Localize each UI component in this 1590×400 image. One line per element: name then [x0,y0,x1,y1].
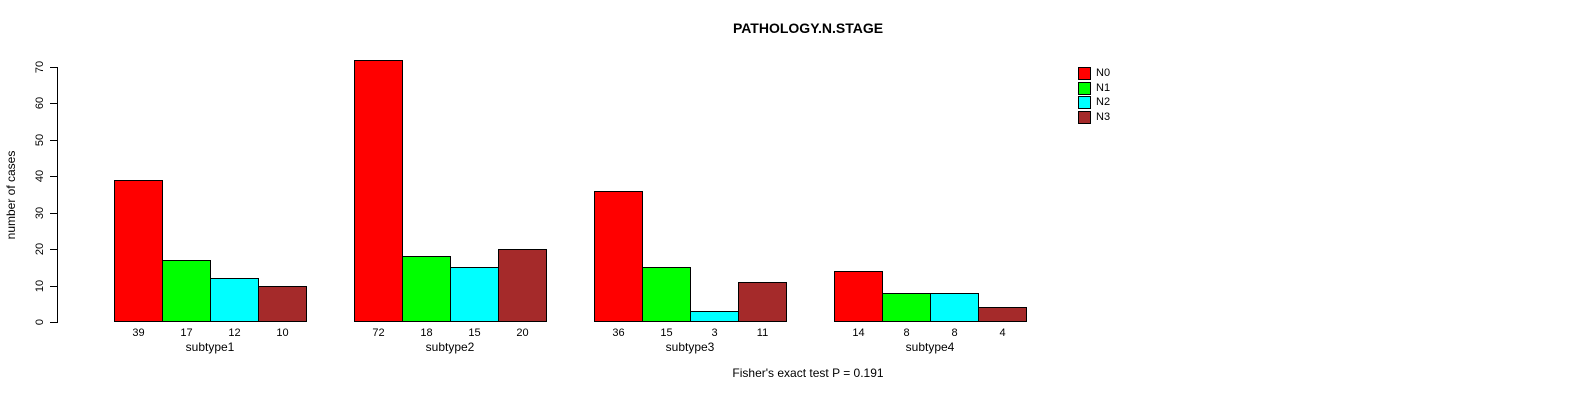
y-axis-label: number of cases [4,150,18,240]
y-tick-label: 0 [34,318,46,326]
category-label-subtype2: subtype2 [425,340,475,354]
bar-value-label: 10 [276,327,289,339]
legend-label-n3: N3 [1096,111,1111,123]
y-tick [50,249,57,250]
y-tick-label: 10 [34,279,46,293]
y-tick-label: 70 [34,60,46,74]
y-tick-label: 30 [34,206,46,220]
bar-value-label: 8 [951,327,958,339]
bar-n3-subtype2 [498,249,547,322]
bar-n0-subtype2 [354,60,403,322]
y-tick [50,176,57,177]
y-tick [50,213,57,214]
bar-value-label: 11 [756,327,769,339]
bar-n3-subtype1 [258,286,307,322]
legend-swatch-n1 [1078,82,1091,95]
bar-n2-subtype1 [210,278,259,322]
y-tick-label: 40 [34,169,46,183]
bar-value-label: 36 [612,327,625,339]
bar-n1-subtype1 [162,260,211,322]
bar-value-label: 8 [903,327,910,339]
bar-value-label: 14 [852,327,865,339]
bar-n1-subtype3 [642,267,691,322]
bar-value-label: 20 [516,327,529,339]
bar-n0-subtype1 [114,180,163,322]
legend-swatch-n0 [1078,67,1091,80]
legend-label-n2: N2 [1096,96,1111,108]
footnote: Fisher's exact test P = 0.191 [732,366,884,380]
bar-n0-subtype3 [594,191,643,322]
bar-value-label: 17 [180,327,193,339]
category-label-subtype4: subtype4 [905,340,955,354]
bar-value-label: 18 [420,327,433,339]
bar-value-label: 15 [660,327,673,339]
bar-n3-subtype3 [738,282,787,322]
legend-swatch-n2 [1078,96,1091,109]
y-tick [50,322,57,323]
category-label-subtype3: subtype3 [665,340,715,354]
bar-n2-subtype2 [450,267,499,322]
bar-n2-subtype4 [930,293,979,322]
chart-title: PATHOLOGY.N.STAGE [732,20,884,36]
y-tick [50,103,57,104]
y-tick [50,140,57,141]
y-tick [50,67,57,68]
bar-value-label: 4 [999,327,1006,339]
y-tick-label: 50 [34,133,46,147]
bar-n1-subtype4 [882,293,931,322]
bar-value-label: 39 [132,327,145,339]
bar-value-label: 12 [228,327,241,339]
bar-value-label: 3 [711,327,718,339]
y-tick-label: 20 [34,242,46,256]
bar-n2-subtype3 [690,311,739,322]
y-tick [50,286,57,287]
legend-swatch-n3 [1078,111,1091,124]
bar-n0-subtype4 [834,271,883,322]
legend-label-n0: N0 [1096,67,1111,79]
y-tick-label: 60 [34,96,46,110]
y-axis-line [57,67,58,323]
bar-value-label: 72 [372,327,385,339]
bar-n3-subtype4 [978,307,1027,322]
bar-n1-subtype2 [402,256,451,322]
category-label-subtype1: subtype1 [185,340,235,354]
bar-value-label: 15 [468,327,481,339]
legend-label-n1: N1 [1096,82,1111,94]
